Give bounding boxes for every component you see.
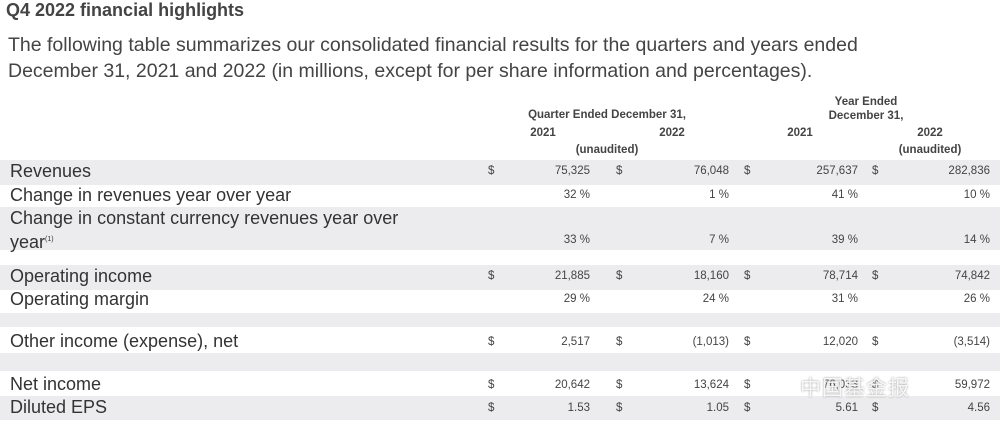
cell-value: (1,013) [692, 336, 729, 348]
currency-symbol: $ [744, 379, 751, 391]
cell-value: 75,325 [554, 165, 590, 177]
currency-symbol: $ [872, 270, 879, 282]
cell-value: 13,624 [693, 379, 729, 391]
row-band [0, 396, 1000, 420]
cell-value: 78,714 [822, 270, 858, 282]
cell-value: (3,514) [953, 336, 990, 348]
cell-value: 1.53 [567, 402, 590, 414]
column-header: 2021 [530, 127, 556, 139]
cell-value: 18,160 [693, 270, 729, 282]
cell-value: 76,033 [822, 379, 858, 391]
column-note: (unaudited) [575, 144, 639, 156]
currency-symbol: $ [616, 336, 623, 348]
description: December 31, 2021 and 2022 (in millions,… [8, 60, 813, 82]
cell-value: 2,517 [561, 336, 590, 348]
cell-value: 1.05 [706, 402, 729, 414]
currency-symbol: $ [744, 165, 751, 177]
column-header: 2022 [917, 127, 943, 139]
cell-value: 31 % [831, 293, 858, 305]
cell-value: 4.56 [967, 402, 990, 414]
row-label: year(1) [10, 229, 54, 253]
row-label: Operating margin [10, 289, 150, 309]
column-header: 2021 [787, 127, 813, 139]
row-label: Operating income [10, 266, 153, 286]
currency-symbol: $ [872, 165, 879, 177]
row-label: Net income [10, 374, 102, 394]
column-group-header: Quarter Ended December 31, [528, 109, 686, 121]
footnote-marker: (1) [45, 236, 54, 243]
row-label: Change in constant currency revenues yea… [10, 208, 399, 228]
row-band [0, 160, 1000, 185]
cell-value: 74,842 [954, 270, 990, 282]
currency-symbol: $ [872, 336, 879, 348]
row-label: Other income (expense), net [10, 331, 239, 351]
cell-value: 76,048 [693, 165, 729, 177]
column-note: (unaudited) [898, 144, 962, 156]
cell-value: 7 % [709, 234, 729, 246]
watermark: 中国基金报 [800, 377, 910, 400]
cell-value: 32 % [563, 189, 590, 201]
currency-symbol: $ [744, 402, 751, 414]
column-header: 2022 [659, 127, 685, 139]
currency-symbol: $ [744, 336, 751, 348]
row-label: Revenues [10, 161, 92, 181]
description: The following table summarizes our conso… [8, 34, 858, 56]
currency-symbol: $ [616, 165, 623, 177]
label-text: year [10, 232, 46, 252]
cell-value: 59,972 [954, 379, 990, 391]
title: Q4 2022 financial highlights [6, 0, 245, 20]
cell-value: 29 % [563, 293, 590, 305]
row-label: Change in revenues year over year [10, 185, 292, 205]
cell-value: 12,020 [822, 336, 858, 348]
cell-value: 26 % [963, 293, 990, 305]
cell-value: 20,642 [554, 379, 590, 391]
cell-value: 1 % [709, 189, 729, 201]
currency-symbol: $ [488, 270, 495, 282]
cell-value: 10 % [963, 189, 990, 201]
cell-value: 257,637 [816, 165, 858, 177]
column-group-header: December 31, [828, 110, 904, 122]
cell-value: 24 % [702, 293, 729, 305]
currency-symbol: $ [744, 270, 751, 282]
currency-symbol: $ [488, 336, 495, 348]
currency-symbol: $ [488, 165, 495, 177]
row-band [0, 313, 1000, 327]
cell-value: 282,836 [948, 165, 990, 177]
currency-symbol: $ [616, 379, 623, 391]
cell-value: 41 % [831, 189, 858, 201]
row-band [0, 265, 1000, 290]
cell-value: 21,885 [554, 270, 590, 282]
row-band [0, 207, 1000, 250]
column-group-header: Year Ended [834, 96, 898, 108]
currency-symbol: $ [488, 402, 495, 414]
cell-value: 14 % [963, 234, 990, 246]
cell-value: 33 % [563, 234, 590, 246]
currency-symbol: $ [488, 379, 495, 391]
currency-symbol: $ [616, 402, 623, 414]
cell-value: 39 % [831, 234, 858, 246]
cell-value: 5.61 [835, 402, 858, 414]
row-band [0, 353, 1000, 371]
currency-symbol: $ [872, 402, 879, 414]
row-label: Diluted EPS [10, 397, 108, 417]
currency-symbol: $ [616, 270, 623, 282]
currency-symbol: $ [872, 379, 879, 391]
